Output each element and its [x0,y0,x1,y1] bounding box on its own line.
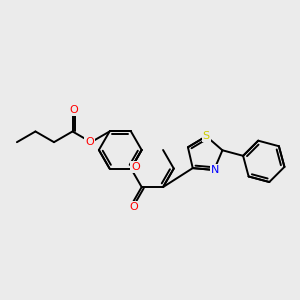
Text: O: O [70,105,78,115]
Text: N: N [212,165,220,175]
Text: O: O [85,137,94,147]
Text: O: O [130,202,138,212]
Text: S: S [203,131,210,141]
Text: O: O [131,162,140,172]
